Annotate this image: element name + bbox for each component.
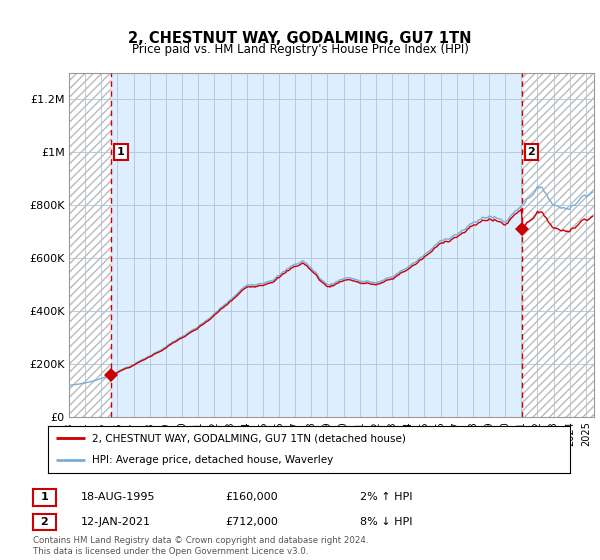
Bar [522,73,594,417]
Text: 8% ↓ HPI: 8% ↓ HPI [360,517,413,527]
Text: 2, CHESTNUT WAY, GODALMING, GU7 1TN: 2, CHESTNUT WAY, GODALMING, GU7 1TN [128,31,472,46]
Text: Price paid vs. HM Land Registry's House Price Index (HPI): Price paid vs. HM Land Registry's House … [131,43,469,55]
Text: HPI: Average price, detached house, Waverley: HPI: Average price, detached house, Wave… [92,455,334,465]
Text: 2% ↑ HPI: 2% ↑ HPI [360,492,413,502]
Text: £160,000: £160,000 [225,492,278,502]
Text: 1: 1 [41,492,48,502]
Text: 18-AUG-1995: 18-AUG-1995 [81,492,155,502]
Text: 2, CHESTNUT WAY, GODALMING, GU7 1TN (detached house): 2, CHESTNUT WAY, GODALMING, GU7 1TN (det… [92,433,406,444]
Bar [69,73,112,417]
Text: Contains HM Land Registry data © Crown copyright and database right 2024.
This d: Contains HM Land Registry data © Crown c… [33,536,368,556]
Text: 2: 2 [41,517,48,527]
Text: 12-JAN-2021: 12-JAN-2021 [81,517,151,527]
Text: £712,000: £712,000 [225,517,278,527]
Text: 1: 1 [117,147,125,157]
Text: 2: 2 [527,147,535,157]
